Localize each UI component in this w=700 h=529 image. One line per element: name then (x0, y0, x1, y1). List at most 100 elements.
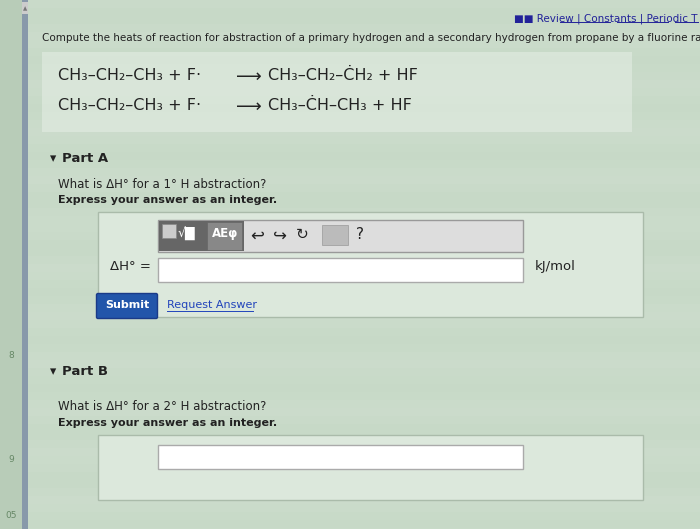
Bar (22, 2, 28, 14)
Text: 9: 9 (8, 455, 14, 464)
Bar (28, 256, 700, 264)
Text: Part A: Part A (62, 152, 108, 165)
Bar (28, 456, 700, 464)
Text: Submit: Submit (105, 300, 149, 310)
Bar (28, 496, 700, 504)
Bar (28, 232, 700, 240)
Text: What is ΔH° for a 1° H abstraction?: What is ΔH° for a 1° H abstraction? (58, 178, 267, 191)
Bar (28, 504, 700, 512)
Bar (28, 320, 700, 328)
FancyBboxPatch shape (162, 224, 176, 238)
Text: ↪: ↪ (273, 227, 287, 245)
Bar (28, 144, 700, 152)
FancyBboxPatch shape (98, 435, 643, 500)
Text: Express your answer as an integer.: Express your answer as an integer. (58, 418, 277, 428)
Text: Express your answer as an integer.: Express your answer as an integer. (58, 195, 277, 205)
Bar (28, 408, 700, 416)
Bar (28, 360, 700, 368)
Bar (28, 24, 700, 32)
Bar (28, 184, 700, 192)
Bar (28, 80, 700, 88)
Bar (28, 488, 700, 496)
Bar (28, 40, 700, 48)
Bar (28, 128, 700, 136)
Bar (28, 336, 700, 344)
Bar (28, 312, 700, 320)
FancyBboxPatch shape (98, 212, 643, 317)
Text: 05: 05 (6, 510, 17, 519)
Bar (0, 0, 28, 529)
Bar (28, 64, 700, 72)
Text: Part B: Part B (62, 365, 108, 378)
Bar (28, 248, 700, 256)
Bar (28, 16, 700, 24)
Text: Request Answer: Request Answer (167, 300, 257, 310)
Bar (28, 176, 700, 184)
Bar (28, 56, 700, 64)
Bar (28, 0, 700, 8)
Text: CH₃–CH₂–CH₃ + F·: CH₃–CH₂–CH₃ + F· (58, 98, 201, 113)
Text: kJ/mol: kJ/mol (535, 260, 576, 273)
Bar (28, 288, 700, 296)
Bar (28, 296, 700, 304)
Text: ↩: ↩ (250, 227, 264, 245)
Bar (28, 432, 700, 440)
Bar (28, 384, 700, 392)
Bar (28, 96, 700, 104)
Text: ?: ? (356, 227, 364, 242)
Text: ⟶: ⟶ (236, 98, 262, 116)
Bar (28, 120, 700, 128)
Bar (28, 392, 700, 400)
Bar (28, 520, 700, 528)
Bar (28, 264, 700, 272)
FancyBboxPatch shape (158, 220, 523, 252)
FancyBboxPatch shape (158, 258, 523, 282)
FancyBboxPatch shape (158, 445, 523, 469)
Bar (28, 8, 700, 16)
FancyBboxPatch shape (322, 225, 348, 245)
Bar (22, 0, 28, 529)
Bar (28, 528, 700, 529)
Text: CH₃–ĊH–CH₃ + HF: CH₃–ĊH–CH₃ + HF (268, 98, 412, 113)
Bar (28, 72, 700, 80)
Bar (28, 376, 700, 384)
Bar (28, 352, 700, 360)
Text: ⟶: ⟶ (236, 68, 262, 86)
FancyBboxPatch shape (207, 222, 242, 250)
Bar (28, 152, 700, 160)
Bar (28, 400, 700, 408)
Text: ■■ Review | Constants | Periodic T: ■■ Review | Constants | Periodic T (514, 14, 697, 24)
Text: ▾: ▾ (50, 152, 56, 165)
Bar (28, 48, 700, 56)
Text: What is ΔH° for a 2° H abstraction?: What is ΔH° for a 2° H abstraction? (58, 400, 267, 413)
Bar (28, 192, 700, 200)
Bar (28, 448, 700, 456)
Bar (28, 368, 700, 376)
Text: ▲: ▲ (23, 6, 27, 11)
Text: Compute the heats of reaction for abstraction of a primary hydrogen and a second: Compute the heats of reaction for abstra… (42, 33, 700, 43)
Text: CH₃–CH₂–CH₃ + F·: CH₃–CH₂–CH₃ + F· (58, 68, 201, 83)
Text: CH₃–CH₂–ĊH₂ + HF: CH₃–CH₂–ĊH₂ + HF (268, 68, 418, 83)
Bar (28, 160, 700, 168)
Bar (28, 224, 700, 232)
Bar (42, 52, 632, 132)
Text: √█: √█ (178, 226, 195, 240)
Bar (28, 200, 700, 208)
Bar (28, 472, 700, 480)
Bar (28, 32, 700, 40)
Bar (28, 416, 700, 424)
Bar (28, 304, 700, 312)
Bar (28, 480, 700, 488)
Bar (28, 208, 700, 216)
Bar (28, 216, 700, 224)
FancyBboxPatch shape (159, 221, 244, 251)
Text: AEφ: AEφ (212, 227, 238, 240)
Bar (28, 424, 700, 432)
Bar (28, 464, 700, 472)
Bar (28, 104, 700, 112)
Text: ↻: ↻ (296, 227, 309, 242)
Bar (28, 272, 700, 280)
Bar (28, 328, 700, 336)
Bar (28, 280, 700, 288)
Bar (28, 512, 700, 520)
